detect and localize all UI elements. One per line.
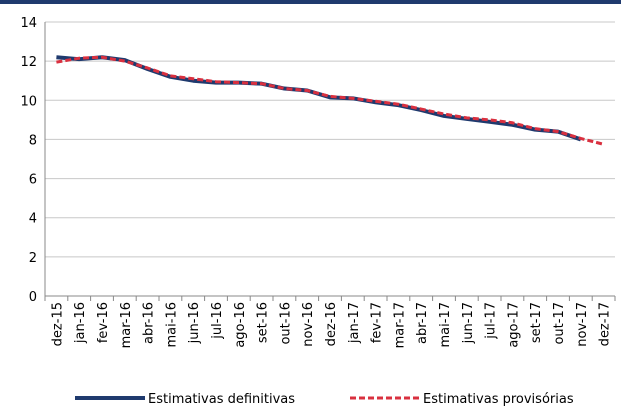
- y-tick-label: 8: [29, 133, 37, 148]
- y-tick-label: 12: [20, 55, 37, 70]
- y-tick-label: 10: [20, 94, 37, 109]
- x-tick-label: nov-17: [575, 302, 590, 347]
- y-tick-label: 4: [29, 212, 37, 227]
- x-tick-label: fev-16: [96, 302, 111, 343]
- x-tick-label: mar-16: [119, 302, 134, 348]
- x-tick-label: abr-16: [142, 302, 157, 344]
- x-tick-label: out-16: [278, 302, 293, 345]
- series-line: [56, 55, 604, 146]
- x-tick-label: jul-17: [484, 302, 499, 340]
- x-tick-label: abr-17: [415, 302, 430, 344]
- x-tick-label: out-17: [552, 302, 567, 345]
- top-bar: [0, 0, 621, 4]
- x-tick-label: fev-17: [370, 302, 385, 343]
- x-tick-label: set-16: [256, 302, 271, 343]
- x-tick-label: ago-16: [233, 302, 248, 348]
- x-tick-label: jun-16: [187, 302, 202, 344]
- x-tick-label: jan-16: [73, 302, 88, 344]
- y-tick-label: 14: [20, 16, 37, 31]
- x-tick-label: jan-17: [347, 302, 362, 344]
- x-tick-label: mar-17: [392, 302, 407, 348]
- x-tick-label: dez-17: [598, 302, 613, 346]
- x-tick-label: nov-16: [301, 302, 316, 347]
- y-tick-label: 0: [29, 290, 37, 305]
- x-tick-label: dez-16: [324, 302, 339, 346]
- x-tick-label: mai-16: [164, 302, 179, 347]
- y-tick-label: 6: [29, 173, 37, 188]
- x-tick-label: set-17: [529, 302, 544, 343]
- legend-label: Estimativas provisórias: [423, 392, 574, 407]
- x-tick-label: ago-17: [506, 302, 521, 348]
- x-tick-label: dez-15: [50, 302, 65, 346]
- y-tick-label: 2: [29, 251, 37, 266]
- x-tick-label: mai-17: [438, 302, 453, 347]
- legend-label: Estimativas definitivas: [148, 392, 295, 407]
- x-tick-label: jun-17: [461, 302, 476, 344]
- series-line: [56, 55, 582, 142]
- x-tick-label: jul-16: [210, 302, 225, 340]
